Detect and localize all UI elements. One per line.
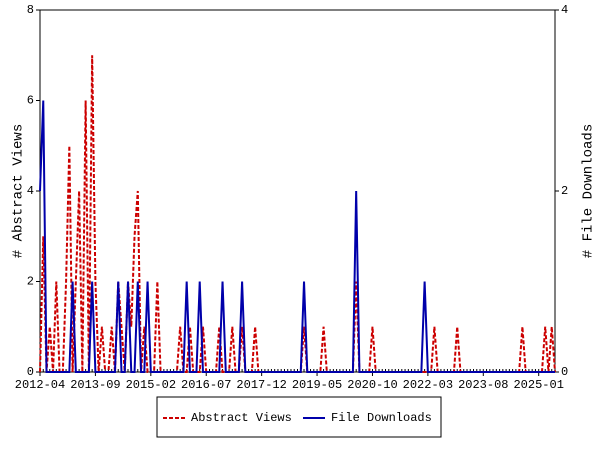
series-line [39, 100, 555, 373]
x-tick-label: 2022-03 [403, 378, 453, 392]
y-tick-label: 8 [27, 3, 34, 17]
x-tick-label: 2017-12 [236, 378, 286, 392]
x-tick-label: 2016-07 [181, 378, 231, 392]
x-tick-label: 2025-01 [513, 378, 563, 392]
x-tick-label: 2012-04 [15, 378, 65, 392]
y2-tick-label: 0 [561, 365, 568, 379]
legend-box [156, 396, 442, 438]
x-tick-label: 2015-02 [126, 378, 176, 392]
x-tick-label: 2023-08 [458, 378, 508, 392]
y-tick-label: 2 [27, 275, 34, 289]
y2-axis-label: # File Downloads [581, 124, 597, 258]
x-tick-label: 2013-09 [70, 378, 120, 392]
y-axis-label: # Abstract Views [11, 124, 27, 258]
y-tick-label: 4 [27, 184, 34, 198]
y-tick-label: 6 [27, 94, 34, 108]
y-tick-label: 0 [27, 365, 34, 379]
y2-tick-label: 2 [561, 184, 568, 198]
legend-label: File Downloads [331, 411, 432, 425]
y2-tick-label: 4 [561, 3, 568, 17]
x-tick-label: 2020-10 [347, 378, 397, 392]
legend-label: Abstract Views [191, 411, 292, 425]
x-tick-label: 2019-05 [292, 378, 342, 392]
